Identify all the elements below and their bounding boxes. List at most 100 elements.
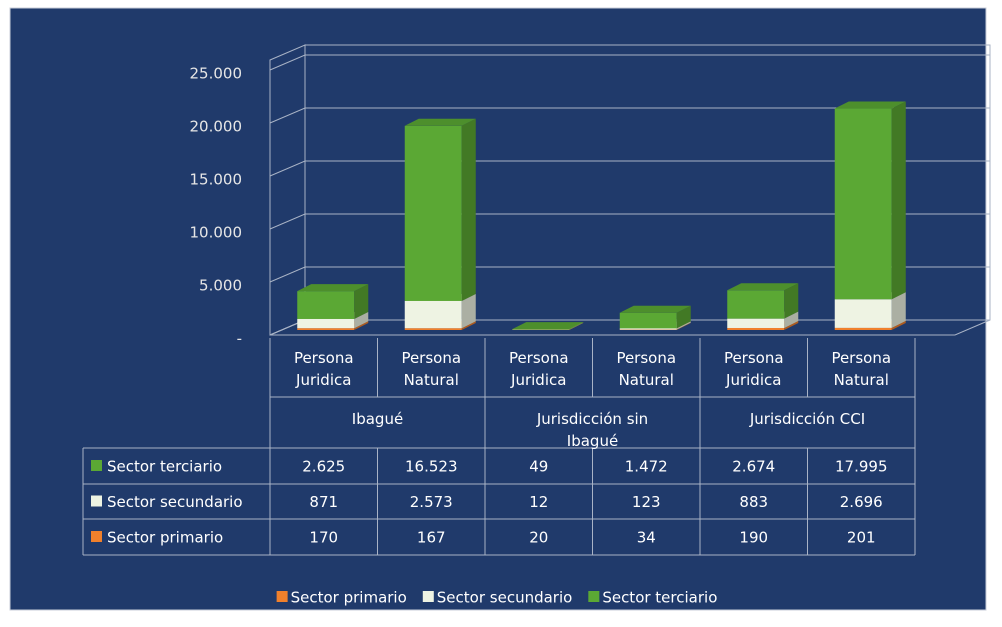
bar-side	[461, 293, 476, 329]
bar-front	[834, 108, 892, 300]
bar-front	[619, 328, 677, 330]
table-label: Persona Natural	[616, 349, 676, 389]
bar-top	[512, 322, 584, 330]
table-label: Persona Juridica	[509, 349, 569, 389]
legend-label: Sector secundario	[437, 589, 573, 607]
bar-segment	[619, 305, 691, 329]
legend-item: Sector terciario	[588, 589, 717, 607]
legend-label: Sector primario	[291, 589, 407, 607]
y-tick-label: 25.000	[190, 65, 243, 83]
bar-segment	[297, 284, 369, 319]
legend-swatch	[91, 531, 102, 542]
table-value: 167	[417, 529, 446, 547]
grid-line	[269, 266, 990, 283]
bar-front	[834, 327, 892, 330]
table-value: 871	[309, 493, 338, 511]
grid-line	[269, 107, 990, 124]
row-label: Sector primario	[107, 529, 223, 547]
table-value: 883	[739, 493, 768, 511]
bar-side	[354, 284, 369, 319]
bar-side	[784, 311, 799, 328]
bar-top	[834, 101, 906, 109]
bar-top	[297, 284, 369, 292]
y-tick-label: 20.000	[190, 118, 243, 136]
y-tick-label: 15.000	[190, 171, 243, 189]
table-label: Persona Natural	[401, 349, 461, 389]
bar-segment	[512, 322, 584, 330]
table-label: Jurisdicción CCI	[749, 410, 865, 428]
bar-side	[569, 322, 584, 330]
table-label: Persona Juridica	[724, 349, 784, 389]
bar-front	[404, 328, 462, 330]
table-value: 34	[637, 529, 656, 547]
bar-front	[297, 328, 355, 330]
legend-swatch	[422, 591, 434, 602]
bar-side	[354, 321, 369, 330]
bar-front	[297, 318, 355, 329]
table-value: 2.573	[410, 493, 453, 511]
bar-side	[891, 101, 906, 300]
table-value: 17.995	[835, 458, 888, 476]
bar-side	[676, 322, 691, 330]
bar-front	[404, 125, 462, 301]
bar-side	[891, 320, 906, 330]
grid-line	[269, 160, 990, 177]
y-tick-label: 10.000	[190, 224, 243, 242]
legend-label: Sector terciario	[602, 589, 717, 607]
table-value: 20	[529, 529, 548, 547]
bar-front	[404, 300, 462, 329]
grid-line	[269, 54, 990, 71]
legend-swatch	[276, 591, 288, 602]
bar-front	[727, 290, 785, 319]
table-value: 170	[309, 529, 338, 547]
table-value: 201	[847, 529, 876, 547]
bar-segment	[404, 118, 476, 301]
bar-top	[404, 118, 476, 126]
table-value: 16.523	[405, 458, 458, 476]
bar-front	[727, 327, 785, 330]
bar-front	[619, 312, 677, 329]
bar-front	[727, 318, 785, 328]
y-tick-label: -	[237, 330, 242, 348]
bar-front	[834, 299, 892, 328]
table-label: Persona Natural	[831, 349, 891, 389]
bar-side	[676, 321, 691, 330]
table-label: Persona Juridica	[294, 349, 354, 389]
bar-front	[512, 329, 570, 330]
legend-swatch	[91, 495, 102, 507]
table-label: Jurisdicción sin Ibagué	[536, 410, 648, 450]
bar-top	[619, 305, 691, 313]
bar-side	[784, 320, 799, 330]
bar-segment	[727, 283, 799, 319]
table-value: 49	[529, 458, 548, 476]
bar-segment	[834, 101, 906, 300]
table-value: 2.674	[732, 458, 775, 476]
bar-top	[727, 283, 799, 291]
grid-line	[269, 213, 990, 230]
legend-swatch	[91, 460, 102, 471]
table-value: 190	[739, 529, 768, 547]
bar-side	[569, 322, 584, 330]
table-value: 2.625	[302, 458, 345, 476]
legend-item: Sector secundario	[422, 589, 573, 607]
row-label: Sector terciario	[107, 458, 222, 476]
bar-side	[461, 118, 476, 301]
legend-item: Sector primario	[276, 589, 407, 607]
table-value: 2.696	[840, 493, 883, 511]
table-value: 12	[529, 493, 548, 511]
bar-side	[461, 321, 476, 330]
bar-side	[676, 305, 691, 329]
legend-swatch	[588, 591, 600, 602]
bar-side	[784, 283, 799, 319]
bar-side	[569, 322, 584, 330]
bar-side	[891, 292, 906, 328]
row-label: Sector secundario	[107, 493, 243, 511]
bar-side	[354, 311, 369, 329]
table-label: Ibagué	[352, 410, 403, 428]
table-value: 123	[632, 493, 661, 511]
table-value: 1.472	[625, 458, 668, 476]
bar-front	[297, 291, 355, 319]
y-tick-label: 5.000	[199, 277, 242, 295]
